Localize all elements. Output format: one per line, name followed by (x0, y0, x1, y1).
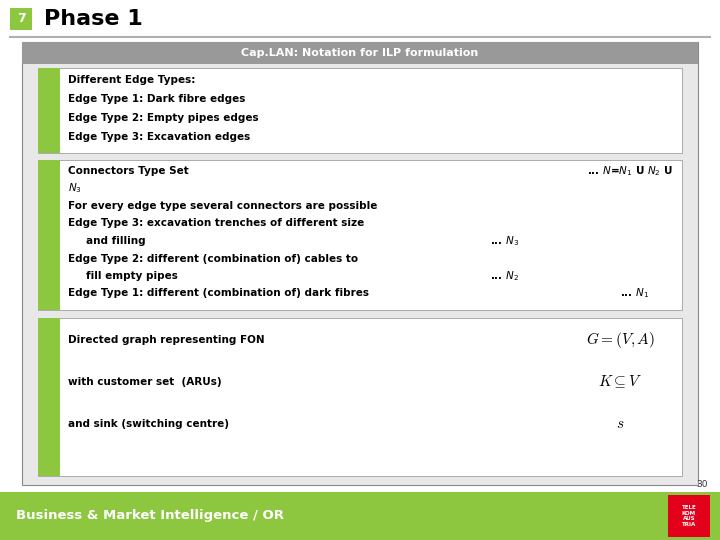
Text: Different Edge Types:: Different Edge Types: (68, 75, 195, 85)
Bar (10, 8, 32, 30)
Text: $\mathit{N}_3$: $\mathit{N}_3$ (68, 181, 82, 195)
Text: Phase 1: Phase 1 (44, 9, 143, 29)
Bar (22, 42, 698, 64)
Bar (0, 492, 720, 540)
Text: $s$: $s$ (616, 416, 624, 431)
Text: Edge Type 2: different (combination of) cables to: Edge Type 2: different (combination of) … (68, 253, 358, 264)
Text: Edge Type 2: Empty pipes edges: Edge Type 2: Empty pipes edges (68, 113, 258, 123)
Bar (38, 68, 60, 153)
Text: and filling: and filling (86, 236, 145, 246)
Text: ... $\mathit{N}_2$: ... $\mathit{N}_2$ (490, 269, 519, 283)
Text: and sink (switching centre): and sink (switching centre) (68, 419, 229, 429)
Text: For every edge type several connectors are possible: For every edge type several connectors a… (68, 201, 377, 211)
Text: $K\subseteq V$: $K\subseteq V$ (598, 374, 642, 390)
Text: Cap.LAN: Notation for ILP formulation: Cap.LAN: Notation for ILP formulation (241, 48, 479, 58)
Bar (38, 318, 682, 476)
Text: ... $\mathit{N}_1$: ... $\mathit{N}_1$ (620, 287, 649, 300)
Bar (38, 160, 60, 310)
Bar (38, 318, 60, 476)
Bar (38, 68, 682, 153)
Text: Business & Market Intelligence / OR: Business & Market Intelligence / OR (16, 510, 284, 523)
Text: Directed graph representing FON: Directed graph representing FON (68, 335, 265, 345)
Text: 7: 7 (17, 12, 25, 25)
Text: fill empty pipes: fill empty pipes (86, 271, 178, 281)
Bar (668, 495, 710, 537)
Text: $G=(V,A)$: $G=(V,A)$ (585, 330, 654, 350)
Text: 30: 30 (696, 480, 708, 489)
Text: TELE
KOM
AUS
TRIA: TELE KOM AUS TRIA (682, 505, 696, 527)
Text: ... $\mathit{N}$=$\mathit{N}_1$ U $\mathit{N}_2$ U: ... $\mathit{N}$=$\mathit{N}_1$ U $\math… (587, 164, 673, 178)
Bar (38, 160, 682, 310)
Text: Connectors Type Set: Connectors Type Set (68, 166, 189, 176)
Text: ... $\mathit{N}_3$: ... $\mathit{N}_3$ (490, 234, 519, 248)
Text: with customer set  (ARUs): with customer set (ARUs) (68, 377, 222, 387)
Text: Edge Type 1: Dark fibre edges: Edge Type 1: Dark fibre edges (68, 94, 246, 104)
Text: Edge Type 1: different (combination of) dark fibres: Edge Type 1: different (combination of) … (68, 288, 369, 299)
Text: Edge Type 3: Excavation edges: Edge Type 3: Excavation edges (68, 132, 251, 142)
Text: Edge Type 3: excavation trenches of different size: Edge Type 3: excavation trenches of diff… (68, 219, 364, 228)
Bar (22, 42, 698, 485)
